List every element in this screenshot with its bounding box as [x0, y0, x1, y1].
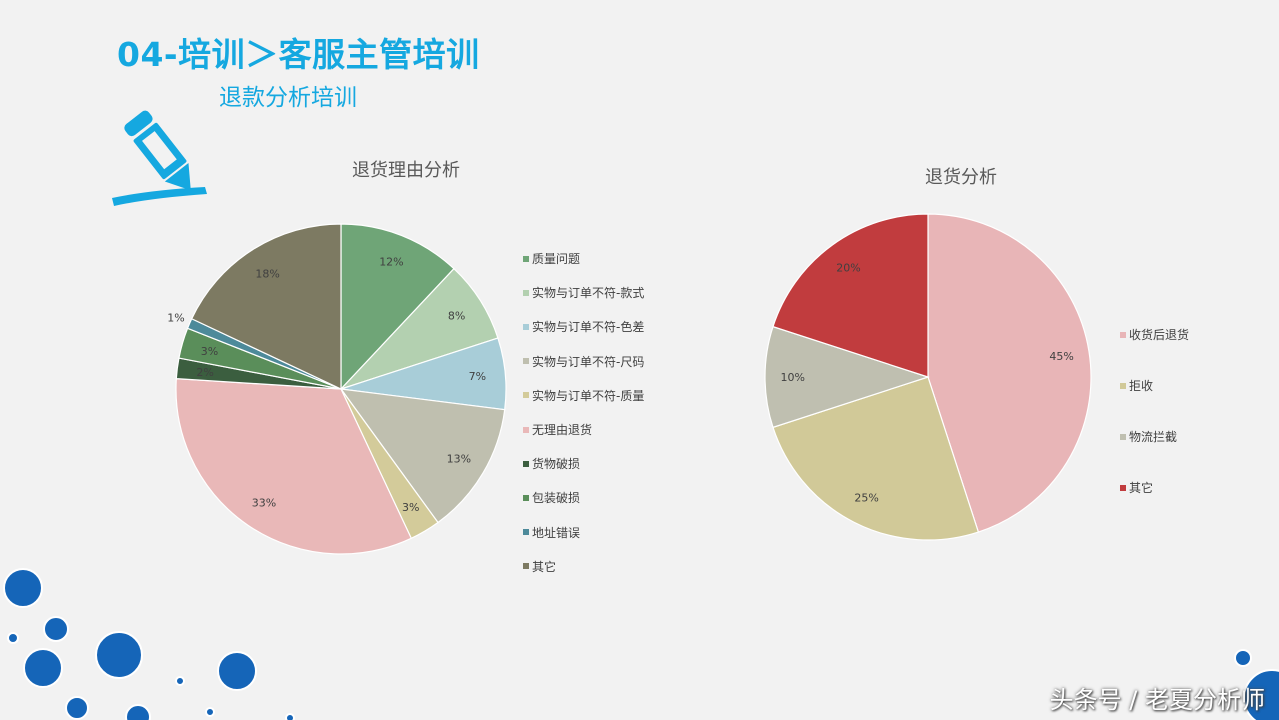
pie-slice: [927, 213, 1092, 533]
legend-swatch: [1120, 484, 1126, 491]
legend-item: 地址错误: [523, 524, 580, 541]
pie-data-label: 25%: [854, 492, 878, 505]
page-subtitle: 退款分析培训: [219, 85, 357, 111]
page-title: 04-培训＞客服主管培训: [117, 35, 480, 74]
pie-slice: [772, 376, 980, 541]
legend-item: 实物与订单不符-尺码: [523, 353, 644, 370]
chart2-title: 退货分析: [925, 167, 997, 188]
bubble: [205, 707, 215, 717]
legend-item: 其它: [1120, 479, 1153, 496]
legend-item: 物流拦截: [1120, 428, 1177, 445]
legend-swatch: [523, 494, 529, 501]
pie-data-label: 1%: [167, 312, 184, 325]
legend-label: 物流拦截: [1129, 430, 1178, 444]
pie-slice: [772, 213, 929, 378]
legend-label: 拒收: [1129, 379, 1154, 393]
pencil-icon: [112, 110, 207, 206]
legend-swatch: [523, 392, 529, 399]
bubble: [43, 616, 69, 642]
bubble: [125, 704, 151, 720]
bubble: [175, 676, 185, 686]
legend-label: 其它: [532, 559, 557, 574]
bubble: [7, 632, 19, 644]
pie-slice: [764, 325, 930, 429]
legend-label: 实物与订单不符-色差: [532, 320, 645, 335]
legend-swatch: [523, 529, 529, 536]
bubble: [95, 631, 143, 679]
pie-data-label: 20%: [836, 262, 860, 275]
decorative-bubbles: [3, 568, 1279, 720]
legend-item: 拒收: [1120, 377, 1153, 394]
legend-label: 实物与订单不符-款式: [532, 286, 645, 301]
legend-item: 实物与订单不符-款式: [523, 284, 644, 301]
pie-data-label: 33%: [252, 496, 276, 509]
bubble: [65, 696, 89, 720]
bubble: [1234, 649, 1252, 667]
legend-item: 无理由退货: [523, 421, 592, 438]
pie-data-label: 45%: [1049, 350, 1073, 363]
legend-item: 实物与订单不符-色差: [523, 318, 644, 335]
legend-label: 实物与订单不符-尺码: [532, 354, 645, 369]
legend-swatch: [523, 460, 529, 467]
pie-data-label: 2%: [196, 366, 213, 379]
legend-label: 无理由退货: [532, 423, 593, 437]
legend-swatch: [523, 426, 529, 433]
pie-data-label: 10%: [780, 371, 804, 384]
legend-label: 地址错误: [532, 525, 581, 540]
legend-item: 实物与订单不符-质量: [523, 387, 644, 404]
legend-item: 包装破损: [523, 489, 580, 506]
legend-label: 质量问题: [532, 252, 581, 266]
legend-swatch: [1120, 382, 1126, 389]
bubble: [3, 568, 43, 608]
pie-data-label: 13%: [447, 453, 471, 466]
pie-data-label: 3%: [402, 501, 419, 514]
bubble: [23, 648, 63, 688]
legend-swatch: [523, 255, 529, 262]
legend-label: 其它: [1129, 481, 1154, 495]
pie-slice: [340, 223, 455, 391]
legend-swatch: [523, 323, 529, 330]
pie-data-label: 7%: [469, 370, 486, 383]
legend-item: 其它: [523, 558, 556, 575]
pie-data-label: 8%: [448, 310, 465, 323]
legend-label: 包装破损: [532, 491, 581, 506]
legend-item: 收货后退货: [1120, 326, 1189, 343]
legend-label: 收货后退货: [1129, 328, 1190, 342]
legend-label: 货物破损: [532, 457, 581, 472]
pie-chart-return-reasons: 12% 8% 7% 13% 3% 33% 2% 3% 1% 18%: [167, 223, 507, 555]
bubble: [217, 651, 257, 691]
legend-item: 质量问题: [523, 250, 580, 267]
pie-slice: [190, 223, 342, 390]
pie-data-label: 12%: [379, 256, 403, 269]
legend-swatch: [523, 358, 529, 365]
legend-swatch: [523, 563, 529, 570]
legend-label: 实物与订单不符-质量: [532, 388, 645, 403]
pie-data-label: 18%: [255, 267, 279, 280]
pie-data-label: 3%: [201, 345, 218, 358]
pie-chart-return-analysis: 45% 25% 10% 20%: [764, 213, 1092, 541]
bubble: [285, 713, 295, 720]
pie-slice: [175, 378, 413, 555]
watermark: 头条号 / 老夏分析师: [1049, 686, 1265, 714]
legend-swatch: [1120, 331, 1126, 338]
bubble: [1243, 669, 1279, 720]
chart1-title: 退货理由分析: [352, 160, 460, 181]
legend-item: 货物破损: [523, 455, 580, 472]
legend-swatch: [523, 289, 529, 296]
pie-slice: [339, 388, 506, 524]
legend-swatch: [1120, 433, 1126, 440]
